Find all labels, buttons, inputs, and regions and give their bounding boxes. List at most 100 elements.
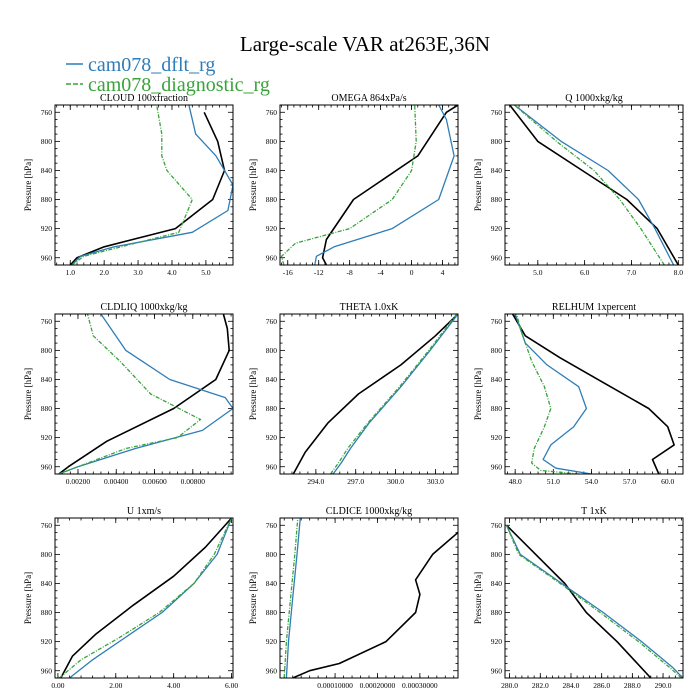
- x-tick-label: 4: [441, 268, 445, 277]
- y-tick-label: 960: [266, 666, 278, 675]
- x-tick-label: 300.0: [387, 477, 404, 486]
- plot-frame: [279, 104, 459, 266]
- x-tick-label: 54.0: [585, 477, 598, 486]
- panel-title: OMEGA 864xPa/s: [331, 93, 406, 104]
- series-line-diag: [280, 105, 417, 265]
- x-tick-label: 0.00030000: [402, 681, 438, 690]
- y-axis-label: Pressure [hPa]: [248, 159, 258, 211]
- y-tick-label: 840: [491, 579, 503, 588]
- y-axis-label: Pressure [hPa]: [23, 159, 33, 211]
- y-tick-label: 920: [266, 224, 278, 233]
- y-tick-label: 880: [266, 608, 278, 617]
- y-tick-label: 840: [41, 579, 53, 588]
- x-tick-label: 294.0: [307, 477, 324, 486]
- x-tick-label: 0.00010000: [317, 681, 353, 690]
- panel-1: OMEGA 864xPa/s Pressure [hPa] -16 -12 -8 -4 0 4…: [248, 93, 459, 277]
- x-tick-label: 303.0: [427, 477, 444, 486]
- series-line-dflt: [514, 105, 675, 265]
- y-tick-label: 760: [41, 108, 53, 117]
- x-tick-label: -16: [283, 268, 293, 277]
- y-axis-label: Pressure [hPa]: [473, 572, 483, 624]
- series-line-diag: [58, 518, 233, 678]
- y-tick-label: 920: [266, 637, 278, 646]
- series-line-obs: [509, 105, 679, 265]
- x-tick-label: 288.0: [624, 681, 641, 690]
- y-tick-label: 960: [266, 462, 278, 471]
- panel-3: CLDLIQ 1000xkg/kg Pressure [hPa] 0.00200 0.…: [23, 302, 234, 486]
- x-tick-label: 60.0: [661, 477, 674, 486]
- x-tick-label: 8.0: [674, 268, 684, 277]
- series-line-obs: [511, 314, 675, 474]
- y-tick-label: 880: [41, 608, 53, 617]
- y-tick-label: 800: [266, 550, 278, 559]
- x-tick-label: 48.0: [509, 477, 522, 486]
- y-tick-label: 760: [41, 521, 53, 530]
- panel-title: CLDICE 1000xkg/kg: [326, 506, 412, 517]
- panel-4: THETA 1.0xK Pressure [hPa] 294.0 297.0 300.0…: [248, 302, 459, 486]
- x-tick-label: 297.0: [347, 477, 364, 486]
- y-tick-label: 800: [491, 346, 503, 355]
- y-tick-label: 880: [491, 195, 503, 204]
- plot-frame: [504, 104, 684, 266]
- series-line-dflt: [314, 105, 455, 265]
- x-tick-label: 6.0: [580, 268, 590, 277]
- y-tick-label: 920: [41, 224, 53, 233]
- panel-title: CLDLIQ 1000xkg/kg: [101, 302, 188, 313]
- y-tick-label: 880: [491, 404, 503, 413]
- series-line-obs: [292, 531, 458, 678]
- y-tick-label: 760: [491, 108, 503, 117]
- legend-label-diagnostic: cam078_diagnostic_rg: [88, 74, 270, 96]
- y-tick-label: 920: [41, 433, 53, 442]
- y-tick-label: 840: [266, 579, 278, 588]
- y-tick-label: 880: [41, 404, 53, 413]
- y-tick-label: 800: [41, 137, 53, 146]
- panel-title: T 1xK: [581, 506, 607, 517]
- x-tick-label: 284.0: [563, 681, 580, 690]
- panel-8: T 1xK Pressure [hPa] 280.0 282.0 284.0 286.0 2…: [473, 506, 684, 690]
- series-line-diag: [515, 314, 579, 474]
- series-line-diag: [513, 105, 665, 265]
- series-line-diag: [283, 518, 299, 678]
- y-tick-label: 920: [41, 637, 53, 646]
- x-tick-label: 57.0: [623, 477, 636, 486]
- y-tick-label: 800: [266, 346, 278, 355]
- x-tick-label: -12: [314, 268, 324, 277]
- plot-frame: [54, 313, 234, 475]
- y-tick-label: 920: [266, 433, 278, 442]
- legend-label-dflt: cam078_dflt_rg: [88, 54, 215, 76]
- series-line-dflt: [285, 518, 301, 678]
- legend: cam078_dflt_rg cam078_diagnostic_rg: [66, 54, 270, 96]
- y-tick-label: 840: [41, 375, 53, 384]
- x-tick-label: -8: [347, 268, 353, 277]
- plot-frame: [54, 517, 234, 679]
- y-tick-label: 880: [491, 608, 503, 617]
- x-tick-label: 0.00020000: [360, 681, 396, 690]
- series-line-obs: [321, 105, 458, 265]
- y-tick-label: 760: [266, 521, 278, 530]
- series-line-obs: [60, 518, 233, 678]
- y-axis-label: Pressure [hPa]: [473, 159, 483, 211]
- series-line-obs: [69, 111, 226, 265]
- x-tick-label: 7.0: [627, 268, 637, 277]
- plot-frame: [279, 313, 459, 475]
- series-line-dflt: [505, 525, 683, 678]
- y-tick-label: 920: [491, 224, 503, 233]
- panel-grid: CLOUD 100xfraction Pressure [hPa] 1.0 2.0 3.…: [23, 93, 684, 690]
- y-tick-label: 960: [491, 666, 503, 675]
- y-tick-label: 760: [491, 317, 503, 326]
- x-tick-label: 0.00800: [181, 477, 206, 486]
- x-tick-label: 51.0: [547, 477, 560, 486]
- x-tick-label: 5.0: [533, 268, 543, 277]
- y-tick-label: 800: [266, 137, 278, 146]
- y-tick-label: 760: [41, 317, 53, 326]
- x-tick-label: 0.00600: [142, 477, 167, 486]
- y-tick-label: 960: [266, 253, 278, 262]
- series-line-dflt: [332, 314, 458, 474]
- x-tick-label: 0.00: [51, 681, 64, 690]
- y-tick-label: 960: [41, 666, 53, 675]
- y-tick-label: 840: [41, 166, 53, 175]
- series-line-diag: [329, 314, 458, 474]
- y-tick-label: 800: [491, 550, 503, 559]
- x-tick-label: 1.0: [66, 268, 76, 277]
